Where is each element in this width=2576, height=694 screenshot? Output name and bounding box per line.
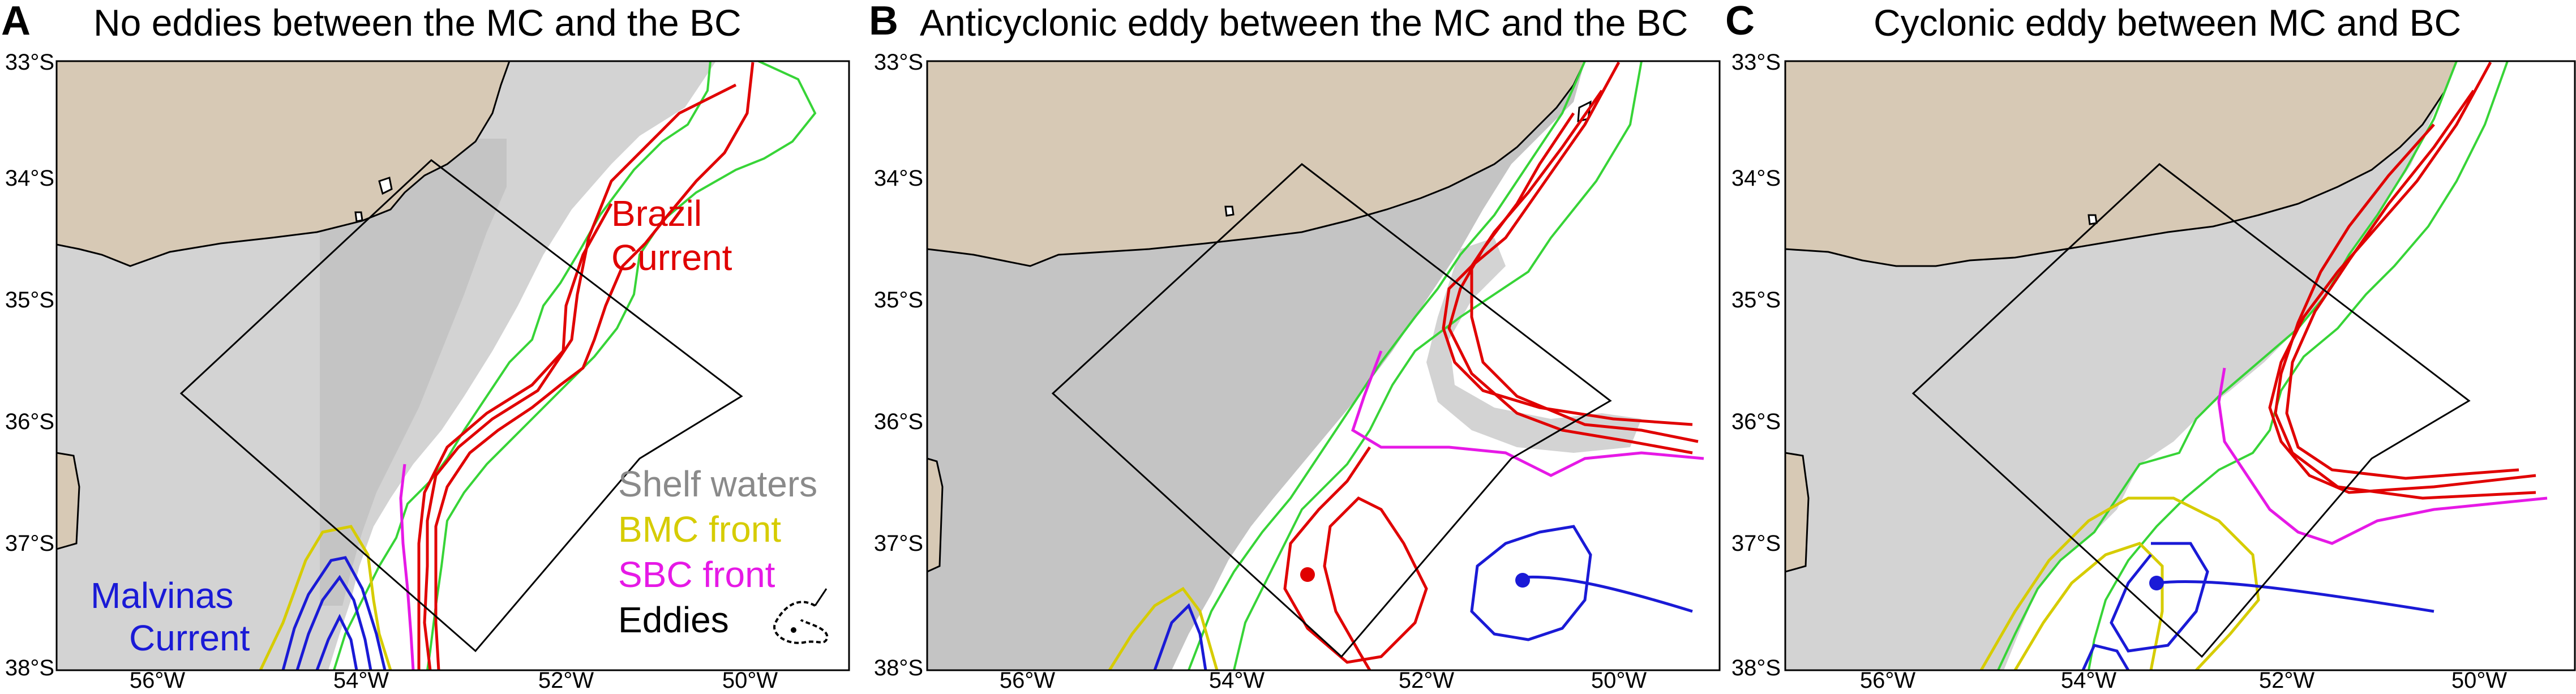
lat-label-c-35: 35°S [1731, 288, 1781, 312]
panel-a-title: No eddies between the MC and the BC [93, 2, 741, 44]
brazil-current-label-line1: Brazil [611, 193, 702, 234]
lat-label-c-34: 34°S [1731, 166, 1781, 191]
panel-b-letter: B [869, 0, 898, 44]
panel-c-letter: C [1725, 0, 1755, 44]
eddy-blue-b [1470, 525, 1693, 641]
lat-label-a-35: 35°S [5, 288, 54, 312]
anticyclonic-eddy-center-b [1300, 567, 1315, 582]
lon-label-c-52: 52°W [2258, 668, 2315, 693]
island-a2 [354, 211, 363, 222]
lat-label-c-37: 37°S [1731, 531, 1781, 556]
malvinas-current-a [281, 556, 387, 670]
lat-label-b-36: 36°S [873, 409, 923, 434]
eddy-blue-center-b [1515, 573, 1530, 588]
lat-label-b-38: 38°S [873, 656, 923, 680]
legend-shelf-waters: Shelf waters [618, 464, 818, 504]
anticyclonic-eddy-b [1283, 446, 1428, 670]
lon-label-a-54: 54°W [333, 668, 389, 693]
island-a [378, 177, 393, 195]
land-argentina-b [927, 457, 944, 573]
sbc-front-a [399, 464, 415, 670]
land-uruguay-b [927, 61, 1586, 267]
lon-label-b-54: 54°W [1208, 668, 1265, 693]
island-b2 [1224, 205, 1235, 217]
lat-label-a-37: 37°S [5, 531, 54, 556]
sbc-front-b [1351, 350, 1704, 477]
isobath-inner-a [333, 61, 711, 670]
land-argentina-c [1785, 452, 1810, 573]
lat-label-b-33: 33°S [873, 50, 923, 75]
land-argentina-a [57, 452, 80, 550]
bmc-front-c [1979, 496, 2260, 670]
lat-label-a-38: 38°S [5, 656, 54, 680]
lon-label-c-54: 54°W [2060, 668, 2117, 693]
map-panel-c [1784, 60, 2576, 671]
lon-label-c-50: 50°W [2451, 668, 2508, 693]
lon-label-a-56: 56°W [129, 668, 186, 693]
lat-label-b-34: 34°S [873, 166, 923, 191]
brazil-current-a [417, 62, 755, 670]
map-panel-b [926, 60, 1721, 671]
lat-label-a-33: 33°S [5, 50, 54, 75]
map-panel-a [55, 60, 850, 671]
legend-eddies: Eddies [618, 599, 729, 640]
malvinas-current-label-line1: Malvinas [91, 575, 234, 616]
bmc-front-b [1108, 586, 1219, 670]
isobath-outer-b [1233, 61, 1643, 670]
isobath-inner-c [1997, 61, 2458, 670]
panel-a-letter: A [1, 0, 31, 44]
lon-label-c-56: 56°W [1859, 668, 1916, 693]
lat-label-a-36: 36°S [5, 409, 54, 434]
lat-label-c-36: 36°S [1731, 409, 1781, 434]
bmc-front-a [259, 525, 392, 670]
lat-label-c-33: 33°S [1731, 50, 1781, 75]
lon-label-a-52: 52°W [538, 668, 594, 693]
lon-label-b-50: 50°W [1591, 668, 1647, 693]
cyclonic-eddy-center-c [2149, 576, 2164, 590]
analysis-box-a [179, 159, 743, 653]
lat-label-a-34: 34°S [5, 166, 54, 191]
legend-sbc-front: SBC front [618, 554, 775, 595]
lon-label-b-52: 52°W [1398, 668, 1455, 693]
brazil-current-c [2268, 61, 2536, 500]
malvinas-current-b [1153, 603, 1207, 670]
isobath-outer-a [426, 61, 817, 670]
lon-label-a-50: 50°W [722, 668, 778, 693]
brazil-current-label-line2: Current [611, 237, 732, 278]
eddy-legend-icon [773, 601, 829, 644]
sbc-front-c [2217, 367, 2548, 545]
panel-c-title: Cyclonic eddy between MC and BC [1874, 2, 2462, 44]
land-uruguay-c [1785, 61, 2458, 267]
shelf-waters-a-dark [320, 139, 507, 606]
malvinas-current-label-line2: Current [129, 618, 250, 658]
lat-label-b-37: 37°S [873, 531, 923, 556]
lat-label-b-35: 35°S [873, 288, 923, 312]
lon-label-b-56: 56°W [999, 668, 1056, 693]
panel-b-title: Anticyclonic eddy between the MC and the… [920, 2, 1688, 44]
analysis-box-c [1911, 163, 2471, 658]
brazil-current-b [1442, 61, 1699, 455]
eddy-legend-center [791, 627, 796, 633]
shelf-plume-b [1426, 238, 1641, 453]
analysis-box-b [1051, 163, 1612, 658]
legend-bmc-front: BMC front [618, 509, 782, 550]
lat-label-c-38: 38°S [1731, 656, 1781, 680]
